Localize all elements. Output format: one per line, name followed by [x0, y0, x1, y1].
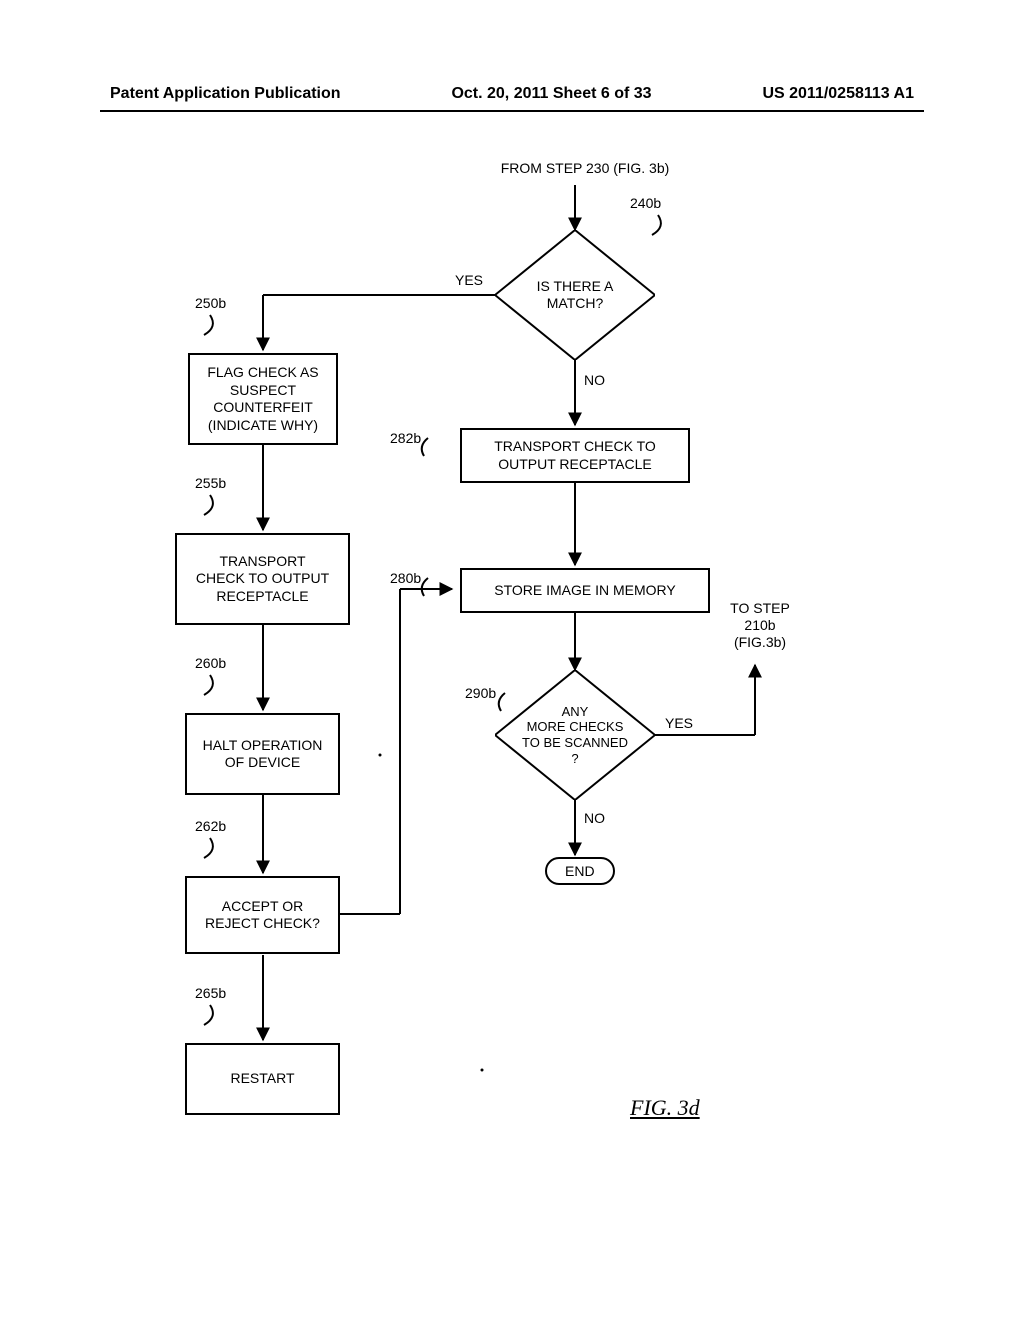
box-store-image: STORE IMAGE IN MEMORY [460, 568, 710, 613]
figure-label: FIG. 3d [630, 1095, 700, 1121]
decision-more-checks-text: ANY MORE CHECKS TO BE SCANNED ? [522, 704, 628, 766]
ref-290b: 290b [465, 685, 496, 701]
ref-255b: 255b [195, 475, 226, 491]
header-center: Oct. 20, 2011 Sheet 6 of 33 [451, 85, 651, 103]
box-262b-text: ACCEPT OR REJECT CHECK? [205, 898, 320, 933]
no-290b: NO [584, 810, 605, 827]
box-restart: RESTART [185, 1043, 340, 1115]
box-255b-text: TRANSPORT CHECK TO OUTPUT RECEPTACLE [196, 553, 329, 606]
ref-280b: 280b [390, 570, 421, 586]
ref-260b: 260b [195, 655, 226, 671]
no-240b: NO [584, 372, 605, 389]
decision-match: IS THERE A MATCH? [495, 230, 655, 360]
ref-262b: 262b [195, 818, 226, 834]
header-left: Patent Application Publication [110, 85, 341, 103]
to-step-label: TO STEP 210b (FIG.3b) [725, 600, 795, 650]
end-text: END [565, 863, 595, 879]
box-265b-text: RESTART [230, 1070, 294, 1088]
box-280b-text: STORE IMAGE IN MEMORY [494, 582, 676, 600]
ref-282b: 282b [390, 430, 421, 446]
to-step-l3: (FIG.3b) [734, 634, 786, 650]
box-transport-output-1: TRANSPORT CHECK TO OUTPUT RECEPTACLE [460, 428, 690, 483]
box-250b-text: FLAG CHECK AS SUSPECT COUNTERFEIT (INDIC… [207, 364, 318, 434]
to-step-l2: 210b [744, 617, 775, 633]
box-accept-reject: ACCEPT OR REJECT CHECK? [185, 876, 340, 954]
yes-290b: YES [665, 715, 693, 732]
header-rule [100, 110, 924, 112]
box-282b-text: TRANSPORT CHECK TO OUTPUT RECEPTACLE [494, 438, 656, 473]
yes-240b: YES [455, 272, 483, 289]
box-halt-device: HALT OPERATION OF DEVICE [185, 713, 340, 795]
box-flag-suspect: FLAG CHECK AS SUSPECT COUNTERFEIT (INDIC… [188, 353, 338, 445]
decision-more-checks: ANY MORE CHECKS TO BE SCANNED ? [495, 670, 655, 800]
decision-match-text: IS THERE A MATCH? [537, 278, 614, 312]
flowchart: FROM STEP 230 (FIG. 3b) IS THERE A MATCH… [100, 135, 924, 1275]
terminal-end: END [545, 857, 615, 885]
from-step-label: FROM STEP 230 (FIG. 3b) [455, 160, 715, 177]
ref-265b: 265b [195, 985, 226, 1001]
ref-250b: 250b [195, 295, 226, 311]
to-step-l1: TO STEP [730, 600, 790, 616]
box-260b-text: HALT OPERATION OF DEVICE [203, 737, 323, 772]
box-transport-output-2: TRANSPORT CHECK TO OUTPUT RECEPTACLE [175, 533, 350, 625]
ref-240b: 240b [630, 195, 661, 211]
header-right: US 2011/0258113 A1 [762, 85, 914, 103]
page-header: Patent Application Publication Oct. 20, … [0, 85, 1024, 103]
